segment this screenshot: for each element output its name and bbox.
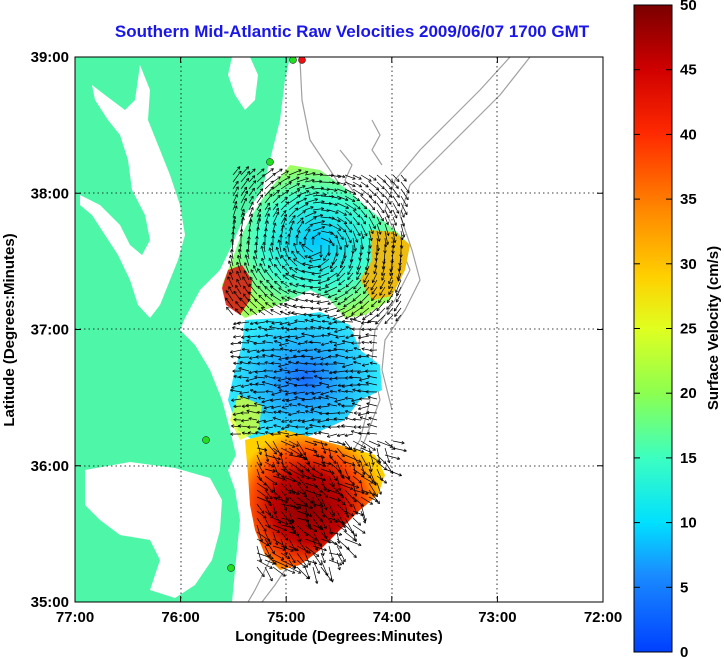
y-tick-label: 38:00 [31,185,69,202]
y-tick-label: 36:00 [31,458,69,475]
pamlico-sound [85,462,222,598]
colorbar-tick-label: 10 [680,515,697,532]
colorbar-tick-label: 50 [680,0,697,14]
delaware-bay [228,57,258,110]
colorbar-tick-label: 15 [680,450,697,467]
y-axis-ticks: 39:00 38:00 37:00 36:00 35:00 [31,49,603,611]
colorbar-tick-label: 35 [680,191,697,208]
x-tick-label: 72:00 [584,609,622,626]
colorbar-tick-label: 0 [680,644,688,659]
x-tick-label: 74:00 [373,609,411,626]
x-axis-ticks: 77:00 76:00 75:00 74:00 73:00 72:00 [56,57,622,626]
y-tick-label: 37:00 [31,322,69,339]
radar-station [202,436,210,444]
x-tick-label: 76:00 [161,609,199,626]
map-title: Southern Mid-Atlantic Raw Velocities 200… [114,22,590,41]
colorbar-tick-label: 25 [680,321,697,338]
velocity-field-south [245,430,385,570]
velocity-vectors [225,166,410,584]
gridlines [75,57,603,602]
colorbar-tick-label: 20 [680,385,697,402]
y-tick-label: 35:00 [31,594,69,611]
colorbar-tick-label: 5 [680,579,688,596]
colorbar-tick-label: 45 [680,62,697,79]
radar-station-red [298,57,306,64]
chesapeake-bay [80,65,185,318]
y-axis-label: Latitude (Degrees:Minutes) [1,233,18,426]
x-tick-label: 73:00 [478,609,516,626]
colorbar [633,4,673,653]
radar-station [289,57,297,64]
x-tick-label: 77:00 [56,609,94,626]
x-axis-label: Longitude (Degrees:Minutes) [235,628,443,645]
colorbar-tick-label: 40 [680,126,697,143]
colorbar-tick-label: 30 [680,256,697,273]
radar-station [227,564,235,572]
x-tick-label: 75:00 [267,609,305,626]
colorbar-label: Surface Velocity (cm/s) [705,246,722,410]
y-tick-label: 39:00 [31,49,69,66]
radar-station [266,158,274,166]
